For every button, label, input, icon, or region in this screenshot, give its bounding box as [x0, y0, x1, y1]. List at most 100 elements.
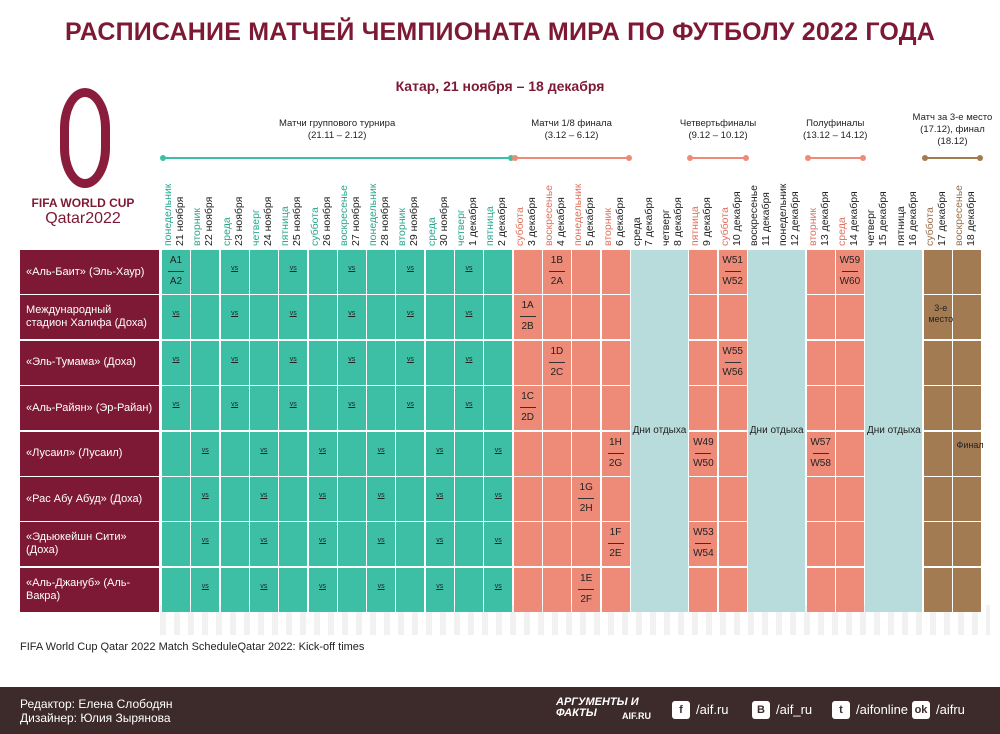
team-bottom: 2E — [609, 548, 622, 560]
phase-dot — [508, 155, 515, 161]
phase-header: Матчи группового турнира (21.11 – 2.12) — [150, 118, 524, 142]
rest-days: Дни отдыха — [748, 250, 806, 612]
schedule-cell — [191, 386, 220, 431]
schedule-cell — [953, 386, 982, 431]
date: 26 ноября — [320, 196, 333, 246]
phase-dot — [977, 155, 984, 161]
schedule-cell: vs — [484, 567, 513, 612]
schedule-cell — [542, 431, 571, 476]
weekday: пятница — [279, 206, 292, 246]
schedule-cell — [484, 250, 513, 294]
date: 8 декабря — [672, 197, 685, 246]
schedule-cell — [162, 567, 190, 612]
schedule-cell: W55 W56 — [718, 340, 747, 385]
schedule-cell — [806, 295, 835, 340]
schedule-cell: vs — [249, 522, 278, 567]
social-icon: В — [752, 701, 770, 719]
date: 22 ноября — [203, 196, 216, 246]
team-top: 1C — [521, 391, 534, 403]
schedule-cell — [337, 477, 366, 521]
vs-marker: vs — [201, 492, 209, 499]
schedule-cell — [367, 386, 396, 431]
schedule-cell: vs — [220, 386, 249, 431]
date: 23 ноября — [232, 196, 245, 246]
vs-marker: vs — [348, 310, 356, 318]
phase-line — [806, 157, 864, 159]
weekday: воскресенье — [337, 184, 350, 246]
phase-line — [513, 157, 630, 159]
team-top: 1B — [550, 255, 563, 266]
schedule-cell: vs — [396, 386, 425, 431]
vs-marker: vs — [348, 265, 356, 272]
schedule-cell — [337, 567, 366, 612]
schedule-cell — [396, 477, 425, 521]
schedule-cell: vs — [367, 522, 396, 567]
date: 5 декабря — [584, 197, 597, 246]
schedule-cell — [953, 340, 982, 385]
date: 30 ноября — [437, 196, 450, 246]
team-top: W49 — [693, 436, 714, 448]
date: 21 ноября — [174, 196, 186, 246]
schedule-cell — [718, 567, 747, 612]
schedule-cell — [835, 431, 864, 476]
phase-line — [689, 157, 747, 159]
social-link: /aif_ru — [776, 702, 813, 717]
vs-marker: vs — [172, 355, 180, 363]
date: 17 декабря — [935, 191, 948, 246]
date: 28 ноября — [379, 196, 392, 246]
day-label: пятница 25 ноября — [279, 168, 308, 246]
vs-marker: vs — [436, 446, 444, 454]
schedule-cell — [835, 477, 864, 521]
schedule-cell — [396, 431, 425, 476]
schedule-cell — [308, 250, 337, 294]
schedule-cell — [249, 295, 278, 340]
day-label: среда 7 декабря — [631, 168, 660, 246]
schedule-cell: vs — [308, 477, 337, 521]
weekday: суббота — [923, 207, 936, 246]
schedule-cell — [191, 340, 220, 385]
schedule-cell — [279, 477, 308, 521]
weekday: понедельник — [367, 183, 380, 246]
schedule-cell — [806, 567, 835, 612]
rest-days: Дни отдыха — [630, 250, 689, 612]
date: 1 декабря — [467, 197, 479, 246]
weekday: пятница — [894, 206, 907, 246]
separator — [607, 543, 624, 545]
schedule-cell: vs — [367, 477, 396, 521]
phase-dot — [511, 155, 518, 161]
schedule-cell: 1F 2E — [601, 522, 630, 567]
schedule-cell: vs — [220, 295, 249, 340]
schedule-cell: vs — [220, 340, 249, 385]
team-bottom: 2A — [550, 276, 563, 287]
schedule-cell — [806, 340, 835, 385]
social-icon: f — [672, 701, 690, 719]
day-label: воскресенье 4 декабря — [543, 168, 572, 246]
weekday: четверг — [660, 209, 673, 246]
schedule-cell — [572, 522, 601, 567]
day-label: понедельник 21 ноября — [162, 168, 191, 246]
phase-line — [923, 157, 982, 159]
day-label: понедельник 28 ноября — [367, 168, 396, 246]
day-label: вторник 29 ноября — [396, 168, 425, 246]
note: FIFA World Cup Qatar 2022 Match Schedule… — [20, 641, 365, 653]
brand: АРГУМЕНТЫ И ФАКТЫ — [556, 696, 639, 719]
schedule-cell — [689, 340, 718, 385]
schedule-cell — [542, 477, 571, 521]
schedule-cell — [718, 477, 747, 521]
schedule-cell: vs — [308, 522, 337, 567]
rest-days: Дни отдыха — [865, 250, 923, 612]
date: 6 декабря — [613, 197, 626, 246]
schedule-cell — [718, 431, 747, 476]
schedule-cell: 1B 2A — [542, 250, 571, 294]
schedule-cell: vs — [455, 295, 483, 340]
schedule-cell — [484, 386, 513, 431]
schedule-cell — [923, 477, 952, 521]
schedule-cell — [572, 386, 601, 431]
schedule-cell — [923, 567, 952, 612]
schedule-cell — [455, 477, 483, 521]
schedule-cell — [425, 250, 454, 294]
socials: f/aif.ru В/aif_ru t/aifonline ok/aifru — [672, 701, 992, 721]
schedule-cell — [835, 386, 864, 431]
schedule-cell — [249, 386, 278, 431]
